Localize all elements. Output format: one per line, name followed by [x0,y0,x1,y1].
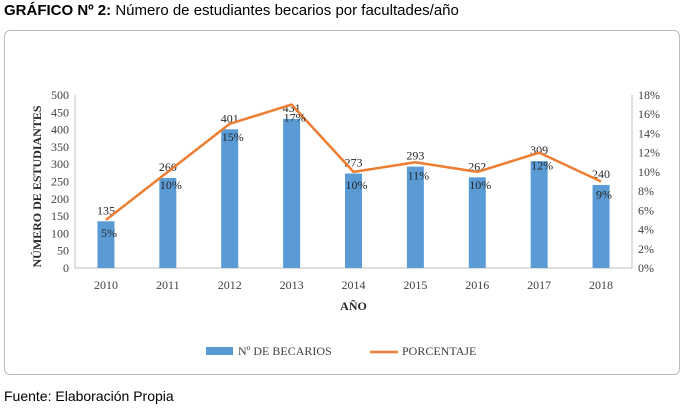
y-tick-label: 250 [51,175,69,189]
y2-tick-label: 12% [638,146,660,160]
line-value-label: 11% [408,168,430,182]
line-value-label: 10% [469,178,491,192]
x-tick-label: 2012 [218,278,242,292]
y2-tick-label: 14% [638,126,660,140]
bar [345,173,362,268]
y-tick-label: 50 [57,244,69,258]
bar [406,166,424,268]
line-value-label: 10% [160,178,182,192]
legend-label-becarios: Nº DE BECARIOS [238,344,332,358]
caption-text: Número de estudiantes becarios por facul… [111,2,459,19]
bar-value-label: 273 [345,156,363,170]
y-axis-title: NÚMERO DE ESTUDIANTES [30,105,44,267]
bar [97,221,115,268]
y-tick-label: 500 [51,88,69,102]
bar [159,178,177,268]
y2-tick-label: 18% [638,88,660,102]
y-tick-label: 100 [51,226,69,240]
bar-value-label: 260 [159,160,177,174]
y-tick-label: 0 [63,261,69,275]
x-tick-label: 2015 [403,278,427,292]
y2-tick-label: 0% [638,261,654,275]
y-tick-label: 350 [51,140,69,154]
x-tick-label: 2018 [589,278,613,292]
line-value-label: 15% [222,130,244,144]
y-tick-label: 450 [51,105,69,119]
bar [283,118,301,269]
y2-tick-label: 2% [638,242,654,256]
x-tick-label: 2011 [156,278,180,292]
line-value-label: 9% [596,188,612,202]
y2-tick-label: 16% [638,107,660,121]
chart-frame [4,30,680,375]
figure-caption: GRÁFICO Nº 2: Número de estudiantes beca… [4,2,459,19]
caption-label: GRÁFICO Nº 2: [4,2,112,19]
source-note: Fuente: Elaboración Propia [4,388,174,404]
x-tick-label: 2017 [527,278,551,292]
x-tick-label: 2014 [342,278,366,292]
bar [221,129,239,268]
x-tick-label: 2010 [94,278,118,292]
bar-value-label: 240 [592,167,610,181]
bar-value-label: 431 [283,101,301,115]
y-tick-label: 300 [51,157,69,171]
bar [530,161,548,268]
y-tick-label: 400 [51,123,69,137]
line-series-porcentaje [105,103,602,221]
line-value-label: 12% [531,159,553,173]
line-value-label: 10% [346,178,368,192]
y2-tick-label: 6% [638,203,654,217]
y-tick-label: 150 [51,209,69,223]
y-tick-label: 200 [51,192,69,206]
bar [468,177,486,268]
bar [592,184,610,268]
bar-value-label: 293 [406,149,424,163]
y2-tick-label: 8% [638,184,654,198]
legend-swatch-becarios [206,347,233,355]
line-value-label: 5% [101,226,117,240]
legend-label-porcentaje: PORCENTAJE [402,344,476,358]
line-value-label: 17% [284,111,306,125]
bar-value-label: 135 [97,203,115,217]
x-axis-title: AÑO [340,299,367,313]
x-tick-label: 2013 [280,278,304,292]
y2-tick-label: 4% [638,223,654,237]
x-tick-label: 2016 [465,278,489,292]
y2-tick-label: 10% [638,165,660,179]
